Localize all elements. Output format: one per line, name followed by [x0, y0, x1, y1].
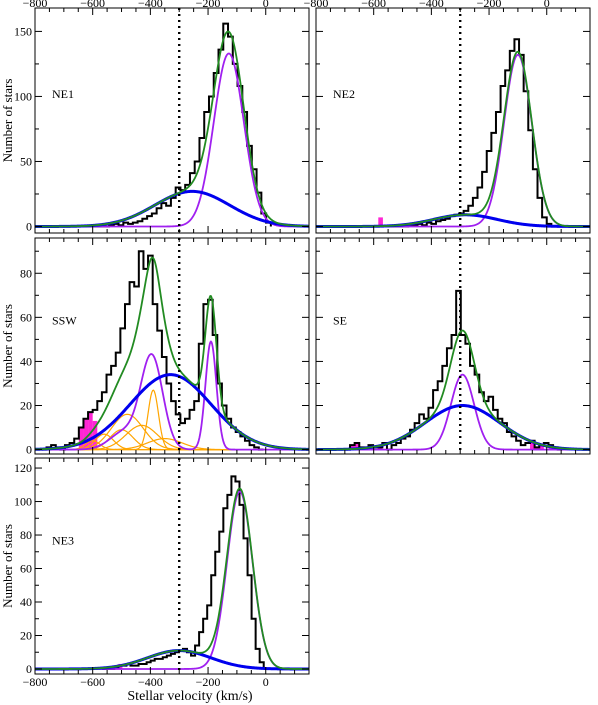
- outlier-bar: [350, 445, 355, 450]
- cold-component-curve: [316, 373, 590, 451]
- plot-area: [35, 8, 309, 233]
- total-model-curve: [35, 256, 309, 451]
- panel-label: NE1: [52, 87, 74, 101]
- outlier-bar: [377, 447, 383, 450]
- total-model-curve: [316, 50, 590, 228]
- outlier-bar: [83, 418, 89, 450]
- total-model-curve: [316, 329, 590, 451]
- y-tick-label: 40: [20, 595, 32, 609]
- y-tick-label: 20: [20, 399, 32, 413]
- panel-frame: [315, 237, 591, 455]
- plot-area: [316, 238, 590, 454]
- plot-area: [35, 458, 309, 674]
- y-tick-label: 40: [20, 354, 32, 368]
- x-tick-label: −800: [23, 675, 48, 689]
- panel-label: SE: [333, 313, 347, 327]
- x-tick-label: −400: [419, 0, 444, 10]
- y-tick-label: 0: [26, 443, 32, 457]
- y-axis-label: Number of stars: [0, 304, 15, 388]
- outlier-bar: [78, 427, 84, 450]
- x-tick-label: −200: [196, 675, 221, 689]
- y-tick-label: 100: [14, 89, 32, 103]
- cold-component-curve: [35, 52, 309, 228]
- velocity-histogram: [371, 38, 553, 228]
- panel-ne1: −800 −600 −400 −200 0 0 50 100 150 Number of star…: [0, 0, 310, 234]
- y-tick-label: 20: [20, 628, 32, 642]
- outlier-bar: [530, 440, 535, 450]
- panel-frame: [315, 7, 591, 234]
- outlier-bar: [534, 447, 540, 450]
- outlier-bar: [378, 217, 383, 227]
- velocity-histogram: [41, 250, 264, 451]
- panel-frame: [34, 237, 310, 455]
- y-tick-label: 120: [14, 461, 32, 475]
- panel-label: NE2: [333, 87, 355, 101]
- x-tick-label: −400: [138, 675, 163, 689]
- velocity-histogram: [102, 475, 265, 670]
- x-tick-label: −600: [80, 0, 105, 10]
- outlier-bar: [88, 412, 93, 450]
- velocity-histogram: [345, 289, 563, 451]
- y-tick-label: 50: [20, 154, 32, 168]
- panel-label: NE3: [52, 533, 74, 547]
- total-model-curve: [35, 487, 309, 670]
- plot-area: [316, 8, 590, 233]
- x-tick-label: 0: [263, 675, 269, 689]
- y-tick-label: 60: [20, 562, 32, 576]
- panel-ne3: −800 −600 −400 −200 0 0 20 40 60 80 100 120 Number o…: [0, 457, 310, 689]
- y-tick-label: 80: [20, 528, 32, 542]
- y-tick-label: 60: [20, 310, 32, 324]
- outlier-bar: [539, 445, 544, 450]
- total-model-curve: [35, 30, 309, 228]
- x-tick-label: −800: [23, 0, 48, 10]
- panel-ne2: −800 −600 −400 −200 0 NE2: [304, 0, 591, 234]
- cold-component-curve: [35, 490, 309, 670]
- y-axis-label: Number of stars: [0, 524, 15, 608]
- panel-frame: [34, 7, 310, 234]
- x-tick-label: −400: [138, 0, 163, 10]
- x-tick-label: −200: [196, 0, 221, 10]
- panel-se: SE: [315, 237, 591, 455]
- x-tick-label: −800: [304, 0, 329, 10]
- plot-area: [35, 238, 309, 454]
- y-tick-label: 0: [26, 219, 32, 233]
- panel-ssw: 0 20 40 60 80 Number of stars SSW: [0, 237, 310, 457]
- y-tick-label: 100: [14, 495, 32, 509]
- y-tick-label: 0: [26, 662, 32, 676]
- x-axis-label: Stellar velocity (km/s): [127, 689, 253, 704]
- cold-component-curve: [35, 340, 309, 451]
- panel-label: SSW: [52, 313, 77, 327]
- velocity-histogram: [61, 22, 272, 228]
- y-tick-label: 80: [20, 266, 32, 280]
- y-axis-label: Number of stars: [0, 79, 15, 163]
- outlier-bar: [354, 442, 360, 450]
- x-tick-label: −600: [361, 0, 386, 10]
- cold-component-curve: [316, 53, 590, 228]
- y-tick-label: 150: [14, 24, 32, 38]
- substructure-curve: [35, 433, 309, 451]
- x-tick-label: 0: [544, 0, 550, 10]
- x-tick-label: −600: [80, 675, 105, 689]
- x-tick-label: 0: [263, 0, 269, 10]
- panels-group: −800 −600 −400 −200 0 0 50 100 150 Number of star…: [0, 0, 591, 689]
- panel-frame: [34, 457, 310, 675]
- x-tick-label: −200: [477, 0, 502, 10]
